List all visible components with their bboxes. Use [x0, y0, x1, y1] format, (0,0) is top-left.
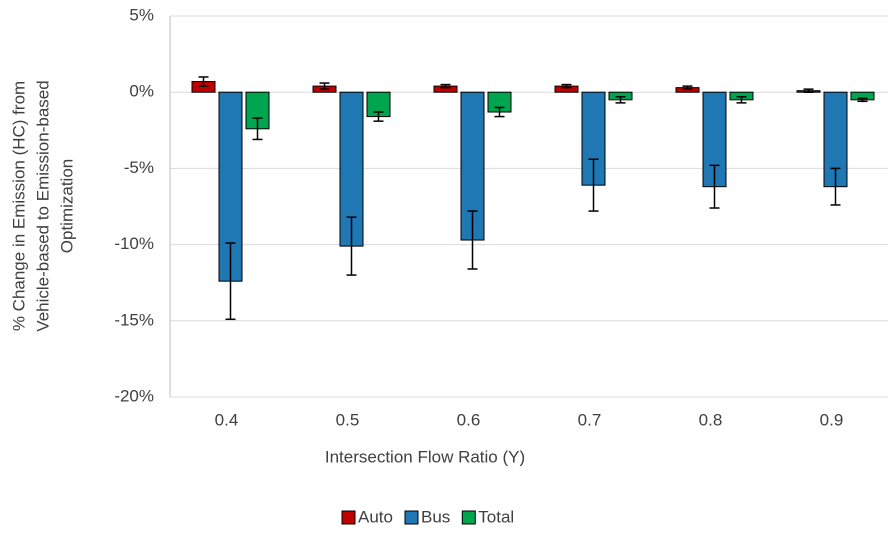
x-axis-label: Intersection Flow Ratio (Y) — [325, 447, 525, 466]
y-tick-label: -5% — [124, 158, 154, 177]
error-bar — [830, 167, 841, 206]
error-bar — [252, 117, 263, 141]
x-tick-label: 0.7 — [578, 410, 602, 429]
error-bar — [225, 242, 236, 321]
error-bar — [494, 106, 505, 118]
error-bar — [440, 83, 451, 89]
y-tick-label: -15% — [114, 310, 154, 329]
x-tick-label: 0.4 — [215, 410, 239, 429]
y-axis-label: % Change in Emission (HC) from — [9, 81, 28, 331]
error-bar — [803, 88, 814, 93]
error-bar — [198, 76, 209, 87]
y-axis-label: Optimization — [57, 159, 76, 253]
error-bar — [588, 158, 599, 212]
error-bar — [373, 111, 384, 122]
y-axis-label: Vehicle-based to Emission-based — [33, 80, 52, 331]
y-tick-label: -20% — [114, 386, 154, 405]
error-bar — [736, 96, 747, 104]
error-bar — [857, 97, 868, 103]
error-bar — [319, 82, 330, 90]
error-bar — [682, 85, 693, 90]
y-tick-label: -10% — [114, 234, 154, 253]
legend-swatch — [341, 510, 356, 525]
x-tick-label: 0.9 — [820, 410, 844, 429]
error-bar — [561, 83, 572, 89]
error-bar — [346, 216, 357, 276]
x-tick-label: 0.8 — [699, 410, 723, 429]
y-tick-label: 0% — [129, 82, 154, 101]
legend-swatch — [404, 510, 419, 525]
legend-swatch — [461, 510, 476, 525]
error-bar — [467, 210, 478, 270]
legend-label: Bus — [421, 507, 450, 526]
x-tick-label: 0.6 — [457, 410, 481, 429]
error-bar — [615, 96, 626, 104]
x-tick-label: 0.5 — [336, 410, 360, 429]
legend-label: Auto — [358, 507, 393, 526]
error-bar — [709, 164, 720, 209]
y-tick-label: 5% — [129, 5, 154, 24]
legend-label: Total — [478, 507, 514, 526]
